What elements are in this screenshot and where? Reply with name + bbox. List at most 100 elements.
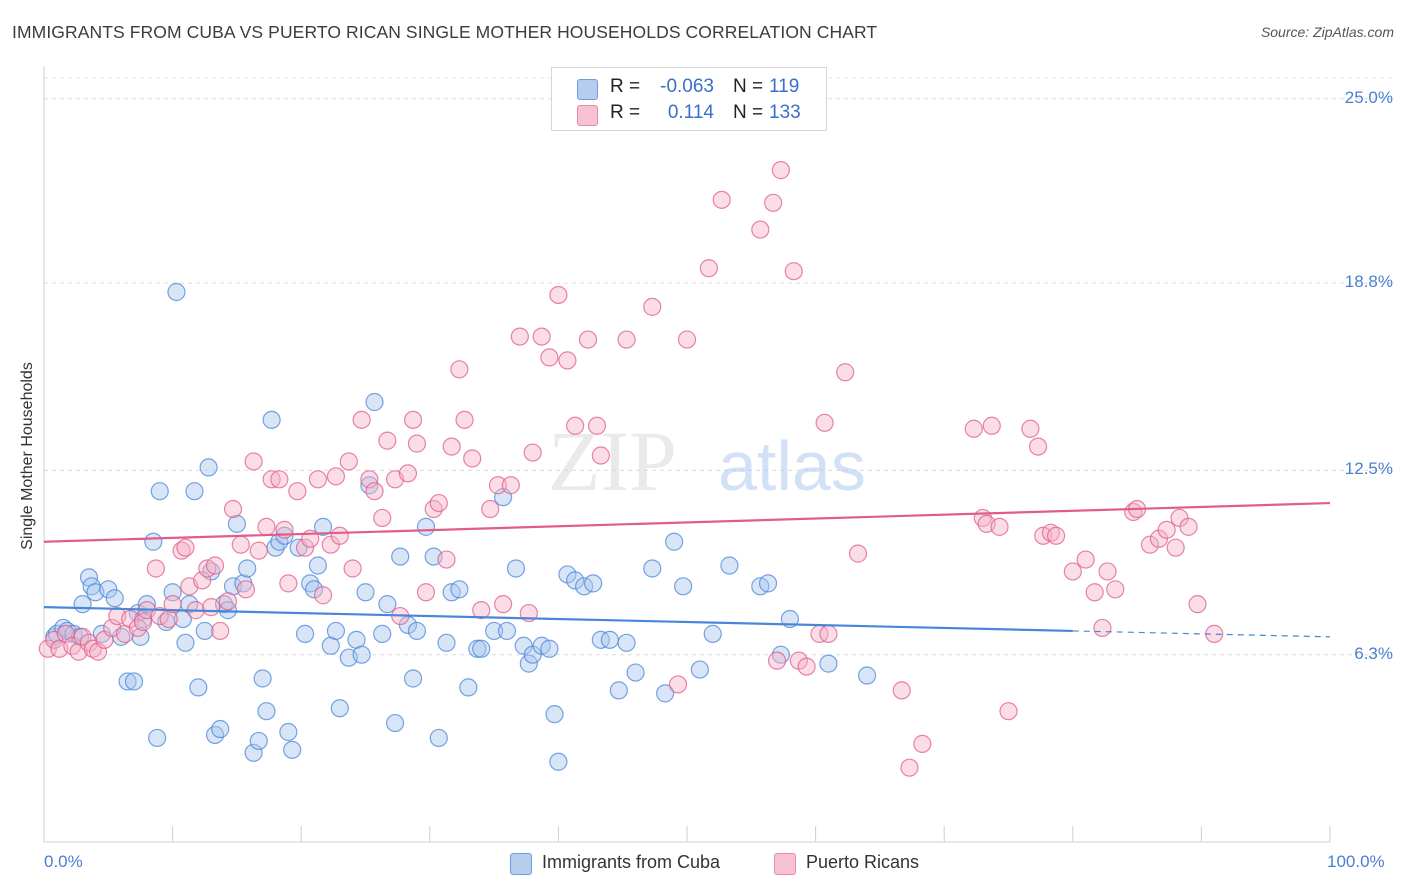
cuba-point [373,624,392,643]
puerto-rican-point [163,595,182,614]
puerto-rican-point [159,609,178,629]
cuba-point [403,669,423,688]
cuba-point [199,458,218,477]
stats-swatch-cuba [577,79,598,100]
puerto-rican-point [1021,419,1040,438]
stats-box: R = -0.063 N = 119 R = 0.114 N = 133 [551,67,827,131]
puerto-rican-point [398,464,418,483]
puerto-rican-trend-line [43,501,1331,543]
stats-swatch-puerto-rican [577,105,598,126]
cuba-point [176,633,195,652]
legend-label-cuba: Immigrants from Cuba [542,852,721,872]
puerto-rican-point [231,535,250,554]
cuba-point [609,681,628,700]
cuba-point [391,547,410,566]
watermark-atlas: atlas [718,427,866,505]
puerto-rican-point [403,410,423,429]
puerto-rican-point [455,410,474,429]
puerto-rican-point [1179,517,1198,536]
puerto-rican-point [437,550,456,569]
puerto-rican-point [1093,618,1112,638]
axes [43,66,1331,843]
puerto-rican-point [767,651,787,670]
puerto-rican-point [308,470,328,489]
puerto-rican-point [764,193,783,212]
puerto-rican-point [990,517,1009,536]
puerto-rican-point [407,434,427,453]
puerto-rican-point [1106,580,1125,599]
puerto-rican-point [549,285,568,305]
legend-swatch-cuba [510,853,532,875]
puerto-rican-point [481,499,500,519]
cuba-point [703,624,722,643]
puerto-rican-point [1041,523,1061,542]
puerto-rican-point [913,734,932,753]
watermark: ZIP atlas [548,413,866,509]
cuba-point [195,621,214,641]
puerto-rican-point [501,476,520,495]
puerto-rican-point [532,327,551,346]
cuba-point [118,672,137,691]
n-label: N = [733,76,764,97]
series-puerto-rican [38,161,1224,777]
cuba-point [365,392,384,412]
cuba-point [385,713,405,733]
puerto-rican-point [416,583,436,602]
puerto-rican-point [591,446,610,465]
puerto-rican-point [429,493,448,513]
puerto-rican-point [751,220,770,239]
cuba-point [617,633,636,652]
cuba-point [549,752,568,771]
cuba-point [211,719,230,739]
puerto-rican-point [494,595,513,614]
puerto-rican-point [218,592,237,611]
puerto-rican-point [45,630,64,649]
cuba-point [144,532,163,551]
puerto-rican-point [900,758,919,777]
cuba-point [167,282,186,302]
puerto-rican-point [1076,550,1095,569]
n-value: 133 [769,102,801,123]
n-label: N = [733,102,764,123]
puerto-rican-point [133,612,153,632]
watermark-zip: ZIP [548,413,677,509]
cuba-point [352,645,371,664]
cuba-point [326,621,346,641]
puerto-rican-point [1028,437,1048,456]
cuba-point [356,583,375,602]
puerto-rican-point [424,499,443,519]
puerto-rican-point [819,624,838,643]
cuba-point [378,595,397,614]
y-tick-label: 18.8% [1344,272,1393,292]
puerto-rican-point [1063,562,1082,581]
puerto-rican-point [578,330,598,349]
cuba-trend-line [43,606,1073,633]
puerto-rican-point [378,431,397,450]
puerto-rican-point [176,538,195,557]
puerto-rican-point [339,452,358,471]
cuba-point [244,743,263,762]
cuba-point [105,589,124,608]
puerto-rican-point [784,262,803,281]
puerto-rican-point [128,618,147,638]
cuba-point [600,630,619,649]
cuba-point [540,639,559,658]
data-points [38,161,1224,777]
cuba-point [416,517,436,536]
puerto-rican-point [450,360,469,379]
puerto-rican-point [1085,583,1104,602]
cuba-point [148,728,167,748]
cuba-point [485,621,504,641]
puerto-rican-point [668,675,688,694]
puerto-rican-point [1098,562,1117,581]
puerto-rican-point [313,586,333,605]
cuba-point [459,678,478,697]
cuba-point [360,476,379,495]
series-cuba [45,282,877,771]
trend-lines [43,501,1331,638]
cuba-point [626,663,645,682]
puerto-rican-point [295,538,315,557]
y-tick-label: 25.0% [1344,87,1393,107]
puerto-rican-point [244,452,263,471]
cuba-point [429,728,448,748]
